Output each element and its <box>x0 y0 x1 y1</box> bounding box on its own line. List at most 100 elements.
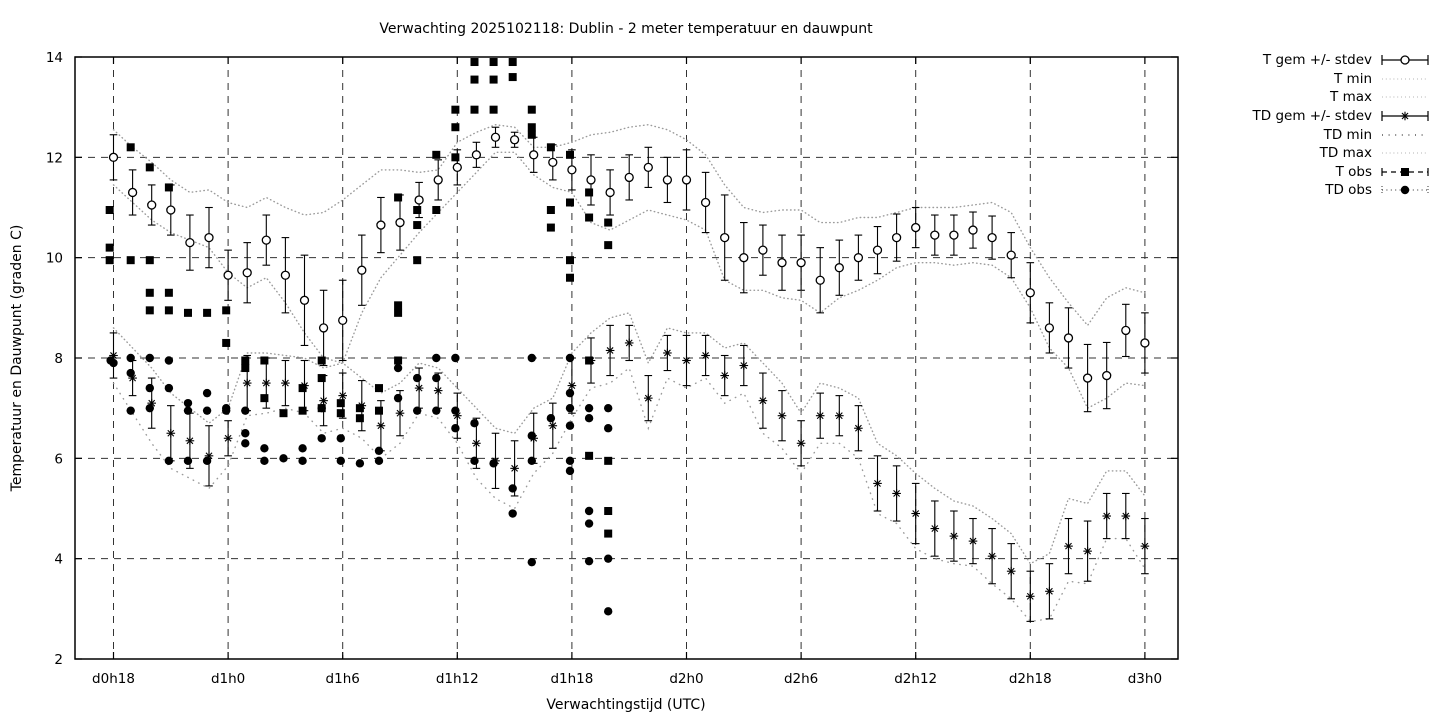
td-gem-series-point <box>262 379 270 387</box>
t-gem-series-point <box>127 187 138 198</box>
t-obs-point <box>565 198 574 207</box>
t-obs-point <box>604 456 613 465</box>
t-gem-series-point <box>1044 323 1055 333</box>
t-obs-point <box>336 409 345 418</box>
legend-marker-square <box>1401 167 1409 176</box>
td-gem-series-point <box>434 387 442 395</box>
t-gem-series-point <box>261 235 271 245</box>
t-gem-series-point <box>643 162 653 173</box>
td-gem-series-point <box>511 464 519 472</box>
legend-marker-circle-open <box>1400 55 1410 65</box>
td-obs-point <box>565 353 575 363</box>
t-gem-series-point <box>452 162 462 173</box>
t-gem-series-point <box>720 232 730 243</box>
td-obs-point <box>109 358 118 368</box>
t-gem-series-point <box>433 175 443 185</box>
td-obs-point <box>374 446 384 456</box>
td-gem-series-point <box>1141 542 1149 550</box>
td-gem-series-point <box>377 422 385 430</box>
t-obs-point <box>105 256 114 265</box>
t-gem-series-point <box>1121 325 1131 336</box>
t-gem-series-point <box>338 315 348 326</box>
t-obs-point <box>394 193 403 202</box>
t-obs-point <box>317 356 326 365</box>
t-obs-point <box>164 306 173 315</box>
t-gem-series-point <box>987 232 997 243</box>
t-obs-point <box>260 356 269 365</box>
t-gem-series-point <box>758 245 768 255</box>
td-obs-point <box>183 406 193 415</box>
td-gem-series-point <box>950 532 958 540</box>
t-obs-point <box>432 206 441 215</box>
legend-item: TD min <box>1185 125 1430 144</box>
y-tick-label: 12 <box>46 150 63 166</box>
td-gem-series-point <box>186 437 194 445</box>
t-max-line <box>112 123 1146 327</box>
x-tick-label: d2h6 <box>784 671 818 687</box>
td-gem-series-point <box>549 422 557 430</box>
td-obs-point <box>393 393 403 403</box>
legend-item: TD obs <box>1185 181 1430 200</box>
td-obs-point <box>584 519 594 528</box>
td-obs-point <box>470 456 479 466</box>
t-obs-series <box>105 58 613 538</box>
t-obs-point <box>489 58 498 67</box>
t-obs-point <box>222 306 231 315</box>
t-obs-point <box>241 364 250 373</box>
t-gem-series-point <box>318 323 329 333</box>
t-obs-point <box>451 123 460 132</box>
td-gem-series-point <box>778 412 786 420</box>
t-obs-point <box>394 308 403 317</box>
legend-item-label: TD max <box>1319 145 1372 162</box>
td-obs-point <box>202 456 212 466</box>
t-obs-point <box>527 105 536 114</box>
t-gem-series-point <box>395 217 405 228</box>
td-gem-series-point <box>472 439 480 447</box>
td-gem-series-point <box>396 409 404 417</box>
t-gem-series-point <box>891 232 902 243</box>
t-gem-series-point <box>490 132 501 142</box>
t-gem-series-point <box>280 270 291 280</box>
t-obs-point <box>105 243 114 252</box>
td-gem-series-point <box>1007 567 1015 575</box>
t-obs-point <box>527 123 536 132</box>
td-gem-series-point <box>1045 587 1053 595</box>
t-gem-series-point <box>662 175 673 185</box>
td-gem-series-point <box>816 412 824 420</box>
t-gem-series-point <box>815 275 825 285</box>
td-gem-series-point <box>1065 542 1072 550</box>
td-obs-point <box>565 403 575 413</box>
t-gem-series-point <box>166 205 176 215</box>
x-tick-label: d3h0 <box>1128 671 1162 687</box>
t-obs-point <box>164 183 173 192</box>
td-obs-point <box>508 509 517 518</box>
t-obs-point <box>527 130 536 139</box>
y-tick-label: 2 <box>54 652 63 668</box>
legend-sample-dashed-caps <box>1381 167 1429 176</box>
td-min-line-line <box>112 366 1146 623</box>
t-gem-series-point <box>930 230 940 240</box>
t-obs-point <box>585 213 594 222</box>
td-max-line-line <box>112 312 1146 565</box>
td-obs-point <box>221 406 231 415</box>
t-obs-point <box>336 399 345 408</box>
td-obs-point <box>126 353 135 363</box>
legend-item: TD gem +/- stdev <box>1185 107 1430 126</box>
t-obs-point <box>489 105 498 114</box>
legend-item-label: T gem +/- stdev <box>1262 52 1372 69</box>
td-obs-point <box>584 414 594 423</box>
legend-item: T gem +/- stdev <box>1185 51 1430 70</box>
td-gem-series-point <box>415 384 423 392</box>
td-obs-point <box>527 431 536 440</box>
td-gem-series-point <box>912 510 920 517</box>
td-gem-series-point <box>721 372 729 379</box>
x-tick-label: d2h0 <box>669 671 703 687</box>
td-obs-point <box>565 466 575 476</box>
t-gem-series-point <box>681 175 692 185</box>
td-gem-series-point <box>759 397 767 405</box>
td-gem-series-point <box>835 412 843 420</box>
td-gem-series-point <box>224 434 232 442</box>
t-obs-point <box>145 306 154 315</box>
td-gem-series-point <box>893 490 901 497</box>
td-obs-point <box>393 363 403 373</box>
